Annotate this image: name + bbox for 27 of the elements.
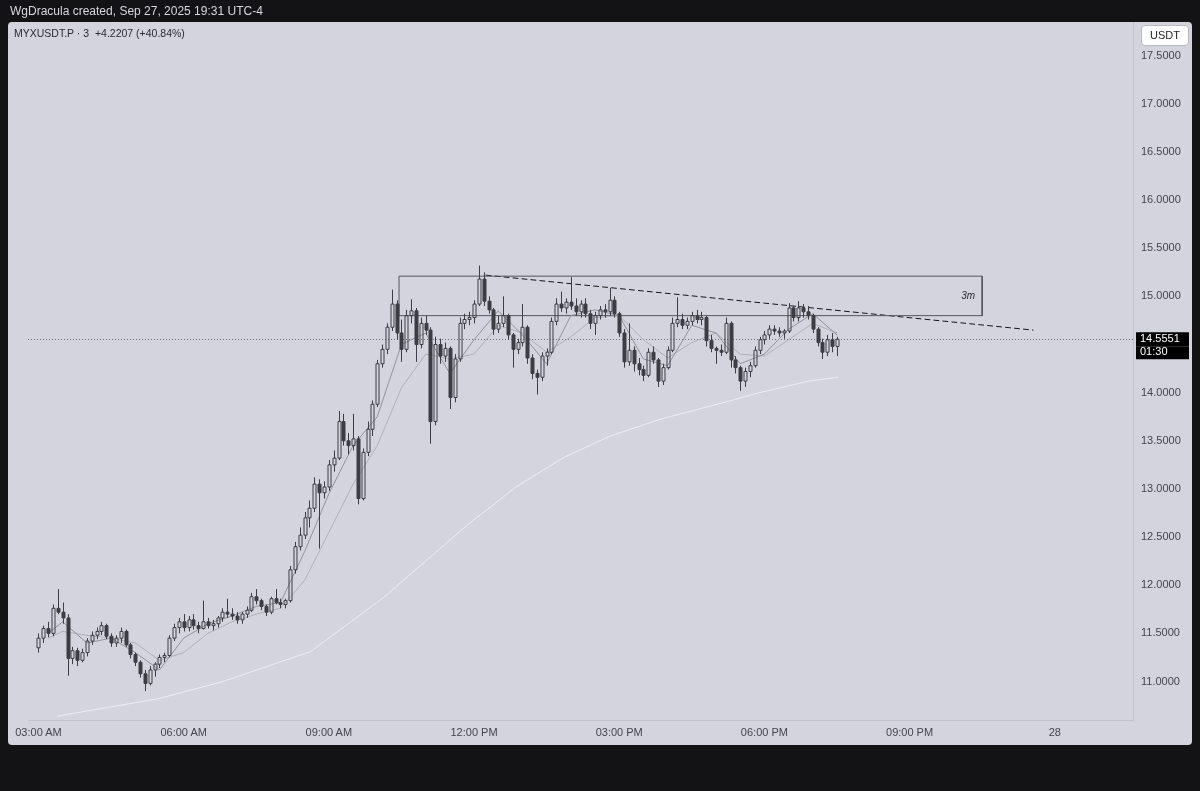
chart-subtitle: WgDracula created, Sep 27, 2025 19:31 UTC-4 xyxy=(10,4,263,18)
text: 01:30 xyxy=(1140,345,1168,358)
y-tick-label: 16.5000 xyxy=(1141,145,1181,157)
y-tick-label: 12.0000 xyxy=(1141,578,1181,591)
y-axis-title: USDT xyxy=(1141,25,1189,46)
x-tick-label: 09:00 PM xyxy=(886,725,934,738)
y-tick-label: 15.0000 xyxy=(1141,289,1181,302)
y-tick-label: 15.5000 xyxy=(1141,241,1181,254)
y-tick-label: 14.0000 xyxy=(1141,385,1181,398)
y-tick-label: 11.5000 xyxy=(1141,626,1180,639)
y-tick-label: 13.0000 xyxy=(1141,481,1181,494)
y-tick-label: 17.5000 xyxy=(1141,48,1181,61)
y-tick-label: 17.0000 xyxy=(1141,96,1181,109)
y-tick-label: 11.0000 xyxy=(1141,674,1180,687)
y-tick-label: 12.5000 xyxy=(1141,530,1181,543)
x-tick-label: 03:00 PM xyxy=(595,725,643,738)
x-tick-label: 09:00 AM xyxy=(305,725,353,738)
text: MYXUSDT.P · 3 +4.2207 (+40.84%) xyxy=(14,27,185,40)
series-label: 3m xyxy=(961,289,976,301)
x-tick-label: 03:00 AM xyxy=(15,725,62,738)
x-tick-label: 28 xyxy=(1048,725,1061,738)
x-tick-label: 06:00 PM xyxy=(740,725,788,738)
x-tick-label: 12:00 PM xyxy=(450,725,498,738)
y-tick-label: 16.0000 xyxy=(1141,193,1181,206)
x-tick-label: 06:00 AM xyxy=(160,725,207,738)
ref-line-label: 14.5551 xyxy=(1140,332,1180,345)
y-tick-label: 13.5000 xyxy=(1141,433,1181,446)
